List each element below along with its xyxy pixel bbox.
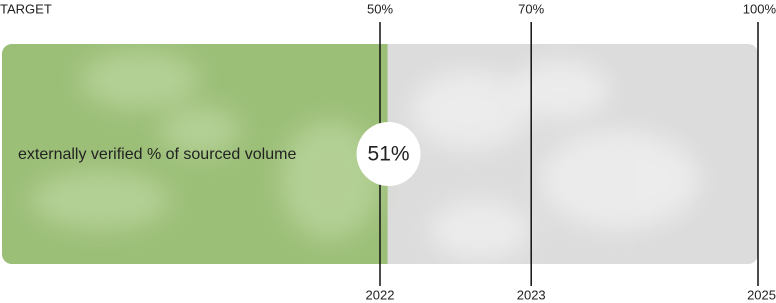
target-value: 70% <box>518 1 544 16</box>
texture <box>80 50 200 110</box>
target-value: 50% <box>367 1 393 16</box>
texture <box>30 170 170 230</box>
target-year: 2025 <box>747 287 776 302</box>
target-year: 2023 <box>517 287 546 302</box>
value-label: 51% <box>368 143 410 166</box>
description: externally verified % of sourced volume <box>18 146 296 163</box>
target-label: TARGET <box>0 1 52 16</box>
target-value: 100% <box>743 1 776 16</box>
texture <box>430 200 530 260</box>
texture <box>540 130 700 230</box>
chart: TARGET 50% 2022 70% 2023 100% 2025 externally… <box>0 0 776 303</box>
texture <box>510 60 610 120</box>
target-year: 2022 <box>366 287 395 302</box>
